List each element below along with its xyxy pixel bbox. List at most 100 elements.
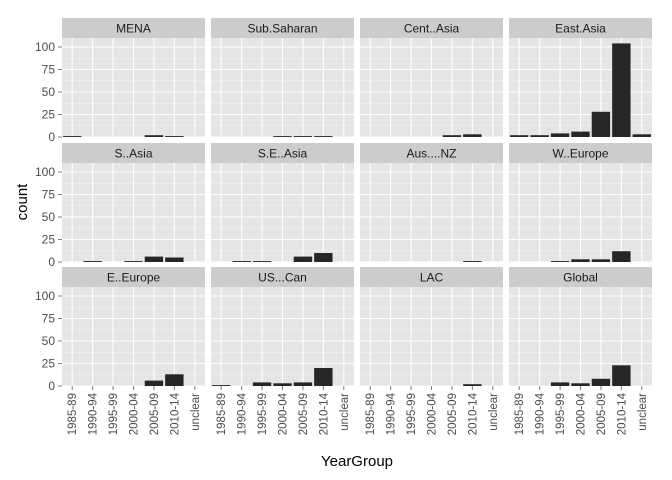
facet-strip (62, 143, 205, 163)
x-tick-label: 1990-94 (386, 392, 398, 435)
y-tick-label: 50 (42, 210, 56, 224)
facet-strip-label: US...Can (258, 271, 307, 285)
facet-strip-label: S..Asia (114, 147, 152, 161)
x-axis-title: YearGroup (321, 453, 393, 470)
x-tick-label: 1995-99 (555, 393, 567, 435)
x-tick-label: 2000-04 (427, 392, 439, 435)
facet-panel: S..Asia (62, 143, 205, 263)
bar (550, 133, 570, 137)
bar (63, 136, 82, 137)
y-tick-label: 25 (42, 233, 56, 247)
facet-strip (211, 267, 354, 287)
y-tick-label: 75 (42, 63, 56, 77)
bar (232, 261, 251, 262)
bar (165, 257, 184, 262)
bar (550, 261, 570, 262)
x-tick-label: unclear (488, 393, 500, 431)
x-tick-label: 2000-04 (576, 392, 588, 435)
y-tick-label: 25 (42, 357, 56, 371)
bar (144, 380, 164, 386)
bar (612, 365, 631, 386)
facet-panel: Aus....NZ (360, 143, 503, 263)
bar (165, 136, 184, 137)
bar (252, 382, 272, 386)
bar (124, 261, 143, 262)
x-tick-label: 2000-04 (278, 392, 290, 435)
facet-panel: LAC (360, 267, 503, 387)
facet-panel: S.E..Asia (211, 143, 354, 263)
x-tick-label: 1985-89 (365, 393, 377, 435)
facet-strip (360, 18, 503, 38)
facet-panel: MENA (62, 18, 205, 138)
bar (442, 135, 462, 137)
facet-strip-label: Global (563, 271, 598, 285)
facet-strip (509, 18, 652, 38)
facet-panel: E..Europe (62, 267, 205, 387)
y-tick-label: 50 (42, 85, 56, 99)
bar (591, 111, 611, 137)
x-tick-label: unclear (190, 393, 202, 431)
facet-strip (360, 143, 503, 163)
x-tick-label: 1995-99 (406, 393, 418, 435)
x-tick-label: 1985-89 (216, 393, 228, 435)
x-tick-label: 2005-09 (447, 393, 459, 435)
facet-strip (509, 267, 652, 287)
facet-strip-label: Cent..Asia (404, 22, 460, 36)
y-tick-label: 100 (35, 40, 55, 54)
bar (571, 259, 590, 262)
bar (591, 378, 611, 386)
x-tick-label: 2005-09 (596, 393, 608, 435)
facet-strip-label: Sub.Saharan (247, 22, 317, 36)
facet-panel: Global (509, 267, 652, 387)
x-tick-label: 1990-94 (237, 392, 249, 435)
x-axis-ticks: 1985-89 1990-94 1995-99 2000-04 2005-09 2010-… (67, 386, 649, 435)
y-axis-ticks: 0 25 50 75 100 0 25 50 75 100 0 25 50 75 100 (35, 40, 62, 393)
x-tick-label: unclear (637, 393, 649, 431)
bar (530, 135, 549, 137)
y-tick-label: 75 (42, 312, 56, 326)
bar (144, 135, 164, 137)
bar (212, 385, 231, 386)
bar (314, 253, 333, 262)
x-tick-label: 2010-14 (169, 392, 181, 435)
y-axis-title: count (14, 183, 31, 221)
facet-strip (62, 18, 205, 38)
x-tick-label: 1995-99 (257, 393, 269, 435)
bar (83, 261, 102, 262)
bar (293, 382, 313, 386)
bar (510, 135, 529, 137)
y-tick-label: 100 (35, 165, 55, 179)
bar (463, 134, 482, 137)
bar (571, 131, 590, 137)
bar (591, 259, 611, 262)
x-tick-label: 2000-04 (129, 392, 141, 435)
bar (314, 368, 333, 386)
x-tick-label: 1985-89 (514, 393, 526, 435)
facet-strip-label: W..Europe (552, 147, 608, 161)
x-tick-label: 2005-09 (298, 393, 310, 435)
bar (612, 43, 631, 137)
bar (273, 136, 292, 137)
y-tick-label: 25 (42, 108, 56, 122)
x-tick-label: 2005-09 (149, 393, 161, 435)
facet-strip-label: LAC (420, 271, 444, 285)
bar (550, 382, 570, 386)
bar (463, 261, 482, 262)
y-tick-label: 0 (48, 130, 55, 144)
x-tick-label: 1995-99 (108, 393, 120, 435)
facet-panel: East.Asia (509, 18, 652, 138)
facet-panel: Sub.Saharan (211, 18, 354, 138)
facet-strip-label: E..Europe (107, 271, 161, 285)
facet-panels: MENA Sub.Saharan Cent..Asia East.Asia S..Asi… (62, 18, 652, 387)
bar (252, 261, 272, 262)
bar (612, 251, 631, 262)
facet-strip-label: Aus....NZ (406, 147, 456, 161)
facet-strip (509, 143, 652, 163)
facet-strip (62, 267, 205, 287)
facet-panel: W..Europe (509, 143, 652, 263)
bar (314, 136, 333, 137)
bar (293, 256, 313, 262)
bar (571, 383, 590, 386)
bar (165, 374, 184, 386)
